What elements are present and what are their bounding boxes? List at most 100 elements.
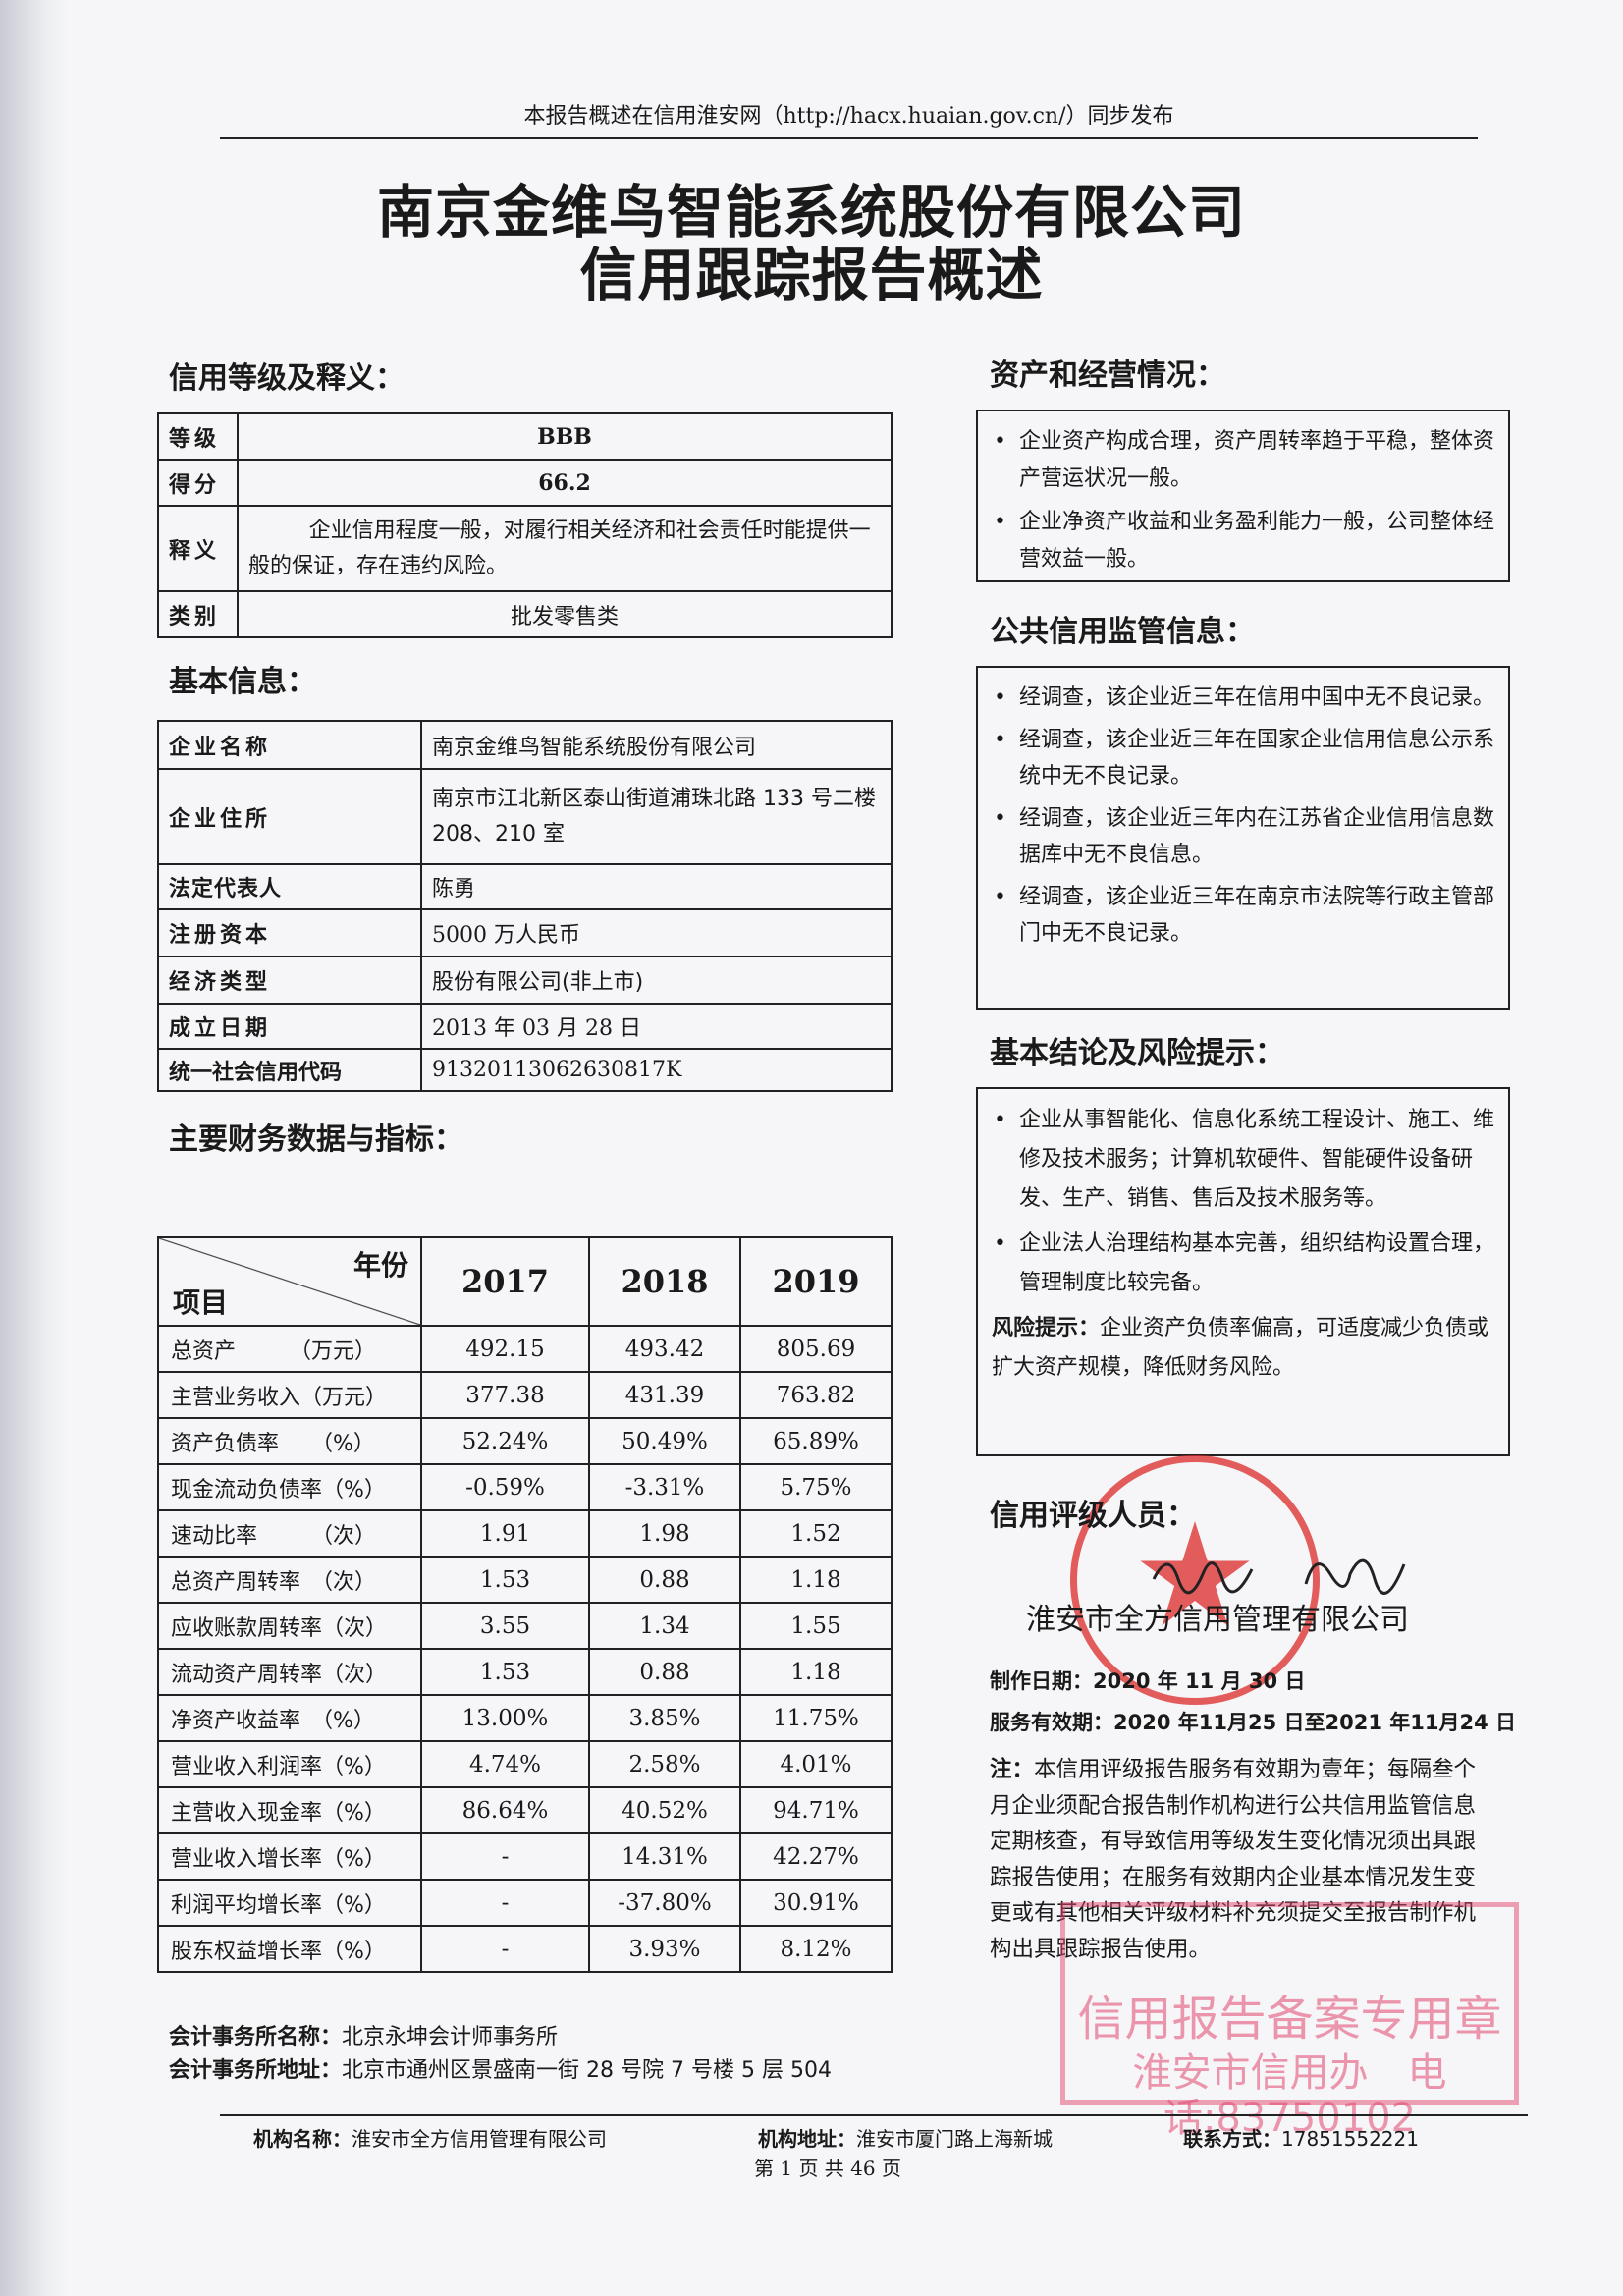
value: 淮安市全方信用管理有限公司 <box>352 2127 607 2151</box>
table-row: 主营收入现金率（%） 86.64% 40.52% 94.71% <box>157 1786 893 1834</box>
legal-rep: 陈勇 <box>420 863 893 910</box>
metric-name: 主营收入现金率（%） <box>157 1786 422 1834</box>
metric-value: 50.49% <box>588 1417 741 1465</box>
footer-divider <box>220 2114 1528 2116</box>
finance-table: 年份 项目 2017 2018 2019 总资产 （万元） 492.15 493.4… <box>157 1236 893 1973</box>
metric-value: 86.64% <box>420 1786 590 1834</box>
signature <box>1152 1558 1406 1595</box>
metric-value: 1.18 <box>739 1556 893 1604</box>
table-row: 净资产收益率 （%） 13.00% 3.85% 11.75% <box>157 1694 893 1742</box>
rating-company: 淮安市全方信用管理有限公司 <box>1026 1603 1409 1637</box>
public-heading: 公共信用监管信息： <box>990 615 1255 649</box>
metric-name: 总资产 （万元） <box>157 1325 422 1373</box>
metric-name: 营业收入利润率（%） <box>157 1740 422 1788</box>
metric-value: - <box>420 1879 590 1927</box>
metric-value: 5.75% <box>739 1463 893 1511</box>
filing-stamp: 信用报告备案专用章 淮安市信用办 电话:83750102 <box>1060 1902 1519 2141</box>
list-item: 企业净资产收益和业务盈利能力一般，公司整体经营效益一般。 <box>992 504 1494 578</box>
label: 得分 <box>157 459 239 507</box>
economic-type: 股份有限公司(非上市) <box>420 956 893 1005</box>
corner-header: 年份 项目 <box>157 1236 422 1327</box>
metric-value: 1.55 <box>739 1602 893 1650</box>
list-item: 经调查，该企业近三年内在江苏省企业信用信息数据库中无不良信息。 <box>992 800 1494 873</box>
star-icon <box>1140 1521 1250 1626</box>
rating-table: 等级 BBB 得分 66.2 释义 企业信用程度一般，对履行相关经济和社会责任时能提供… <box>157 412 893 638</box>
table-row: 营业收入增长率（%） -14.31% 42.27% <box>157 1832 893 1881</box>
accountant-name: 会计事务所名称：北京永坤会计师事务所 <box>169 2019 558 2050</box>
table-row: 现金流动负债率（%） -0.59% -3.31% 5.75% <box>157 1463 893 1511</box>
year-header: 2019 <box>739 1236 893 1327</box>
assets-box: 企业资产构成合理，资产周转率趋于平稳，整体资产营运状况一般。 企业净资产收益和业… <box>976 410 1510 582</box>
public-box: 经调查，该企业近三年在信用中国中无不良记录。 经调查，该企业近三年在国家企业信用… <box>976 666 1510 1010</box>
stamp-text: 信用报告备案专用章 <box>1077 1992 1502 2047</box>
metric-value: -0.59% <box>420 1463 590 1511</box>
metric-value: 1.52 <box>739 1509 893 1558</box>
page-number: 第 1 页 共 46 页 <box>754 2157 901 2180</box>
value: 北京永坤会计师事务所 <box>342 2025 559 2050</box>
rating-heading: 信用等级及释义： <box>169 361 405 396</box>
table-row: 资产负债率 （%） 52.24% 50.49% 65.89% <box>157 1417 893 1465</box>
metric-value: 3.93% <box>588 1925 741 1973</box>
metric-value: 13.00% <box>420 1694 590 1742</box>
label: 制作日期： <box>990 1669 1093 1693</box>
label: 统一社会信用代码 <box>157 1048 422 1092</box>
metric-name: 净资产收益率 （%） <box>157 1694 422 1742</box>
basic-heading: 基本信息： <box>169 665 316 699</box>
metric-value: 4.01% <box>739 1740 893 1788</box>
value: 淮安市厦门路上海新城 <box>856 2127 1053 2151</box>
label: 企业名称 <box>157 720 422 770</box>
table-row: 总资产 （万元） 492.15 493.42 805.69 <box>157 1325 893 1373</box>
title-company: 南京金维鸟智能系统股份有限公司 <box>376 179 1246 246</box>
metric-name: 股东权益增长率（%） <box>157 1925 422 1973</box>
metric-name: 流动资产周转率（次） <box>157 1648 422 1696</box>
table-row: 应收账款周转率（次） 3.55 1.34 1.55 <box>157 1602 893 1650</box>
stamp-text: 淮安市信用办 电话:83750102 <box>1132 2050 1447 2141</box>
metric-value: -3.31% <box>588 1463 741 1511</box>
list-item: 经调查，该企业近三年在国家企业信用信息公示系统中无不良记录。 <box>992 722 1494 794</box>
risk-label: 风险提示： <box>992 1316 1101 1340</box>
made-date: 制作日期：2020 年 11 月 30 日 <box>990 1666 1305 1695</box>
metric-value: 493.42 <box>588 1325 741 1373</box>
risk-text: 企业资产负债率偏高，可适度减少负债或扩大资产规模，降低财务风险。 <box>992 1316 1489 1380</box>
rating-grade: BBB <box>237 412 893 461</box>
label: 联系方式： <box>1183 2127 1281 2151</box>
table-row: 利润平均增长率（%） - -37.80% 30.91% <box>157 1879 893 1927</box>
value: 2020 年11月25 日至2021 年11月24 日 <box>1113 1711 1517 1734</box>
label: 经济类型 <box>157 956 422 1005</box>
metric-name: 资产负债率 （%） <box>157 1417 422 1465</box>
label: 注册资本 <box>157 908 422 957</box>
metric-value: 763.82 <box>739 1371 893 1419</box>
value: 17851552221 <box>1281 2127 1419 2151</box>
label: 会计事务所名称： <box>169 2025 343 2050</box>
label: 注： <box>990 1757 1035 1782</box>
company-name: 南京金维鸟智能系统股份有限公司 <box>420 720 893 770</box>
metric-value: - <box>420 1832 590 1881</box>
footer-contact: 联系方式：17851552221 <box>1183 2123 1419 2152</box>
metric-name: 总资产周转率 （次） <box>157 1556 422 1604</box>
metric-name: 利润平均增长率（%） <box>157 1879 422 1927</box>
metric-value: 94.71% <box>739 1786 893 1834</box>
accountant-address: 会计事务所地址：北京市通州区景盛南一街 28 号院 7 号楼 5 层 504 <box>169 2052 832 2084</box>
assets-heading: 资产和经营情况： <box>990 358 1225 393</box>
table-row: 流动资产周转率（次） 1.53 0.88 1.18 <box>157 1648 893 1696</box>
label: 成立日期 <box>157 1003 422 1050</box>
metric-value: 431.39 <box>588 1371 741 1419</box>
metric-value: 3.55 <box>420 1602 590 1650</box>
metric-value: -37.80% <box>588 1879 741 1927</box>
metric-value: 1.53 <box>420 1556 590 1604</box>
metric-name: 营业收入增长率（%） <box>157 1832 422 1881</box>
metric-value: 0.88 <box>588 1556 741 1604</box>
finance-heading: 主要财务数据与指标： <box>169 1122 463 1157</box>
metric-value: 1.91 <box>420 1509 590 1558</box>
raters-heading: 信用评级人员： <box>990 1499 1196 1533</box>
metric-value: 1.18 <box>739 1648 893 1696</box>
valid-period: 服务有效期：2020 年11月25 日至2021 年11月24 日 <box>990 1707 1516 1736</box>
value: 2020 年 11 月 30 日 <box>1093 1669 1306 1693</box>
rating-category: 批发零售类 <box>237 590 893 638</box>
year-header: 2017 <box>420 1236 590 1327</box>
metric-value: 11.75% <box>739 1694 893 1742</box>
year-header: 2018 <box>588 1236 741 1327</box>
footer-org: 机构名称：淮安市全方信用管理有限公司 <box>253 2123 607 2152</box>
label: 机构名称： <box>253 2127 352 2151</box>
conclusion-box: 企业从事智能化、信息化系统工程设计、施工、维修及技术服务；计算机软硬件、智能硬件… <box>976 1087 1510 1456</box>
